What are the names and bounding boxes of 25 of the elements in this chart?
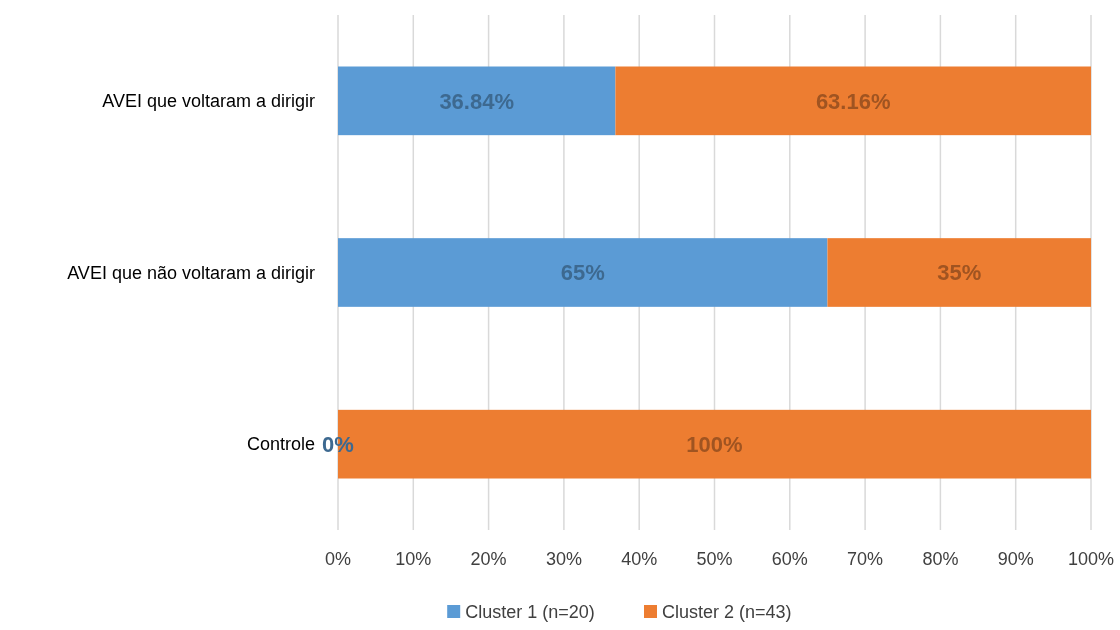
bar xyxy=(615,66,1091,136)
bar xyxy=(827,238,1091,307)
x-tick-label: 40% xyxy=(621,549,658,569)
y-tick-label: AVEI que voltaram a dirigir xyxy=(102,91,315,112)
data-label: 35% xyxy=(937,260,982,286)
data-label: 100% xyxy=(686,431,743,457)
x-tick-label: 100% xyxy=(1067,549,1115,569)
bar xyxy=(338,66,616,136)
data-label: 63.16% xyxy=(815,88,891,114)
bar xyxy=(338,238,828,307)
x-tick-label: 0% xyxy=(324,549,352,569)
legend-label: Cluster 1 (n=20) xyxy=(465,602,595,622)
data-label: 65% xyxy=(560,260,605,286)
x-tick-label: 10% xyxy=(395,549,432,569)
x-tick-label: 90% xyxy=(997,549,1034,569)
data-label: 36.84% xyxy=(439,88,515,114)
x-tick-label: 30% xyxy=(545,549,582,569)
y-tick-label: AVEI que não voltaram a dirigir xyxy=(67,262,315,283)
x-tick-label: 20% xyxy=(470,549,507,569)
x-tick-label: 60% xyxy=(771,549,808,569)
x-tick-label: 80% xyxy=(922,549,959,569)
legend-label: Cluster 2 (n=43) xyxy=(662,602,792,622)
x-tick-label: 50% xyxy=(696,549,733,569)
x-tick-label: 70% xyxy=(847,549,884,569)
y-tick-label: Controle xyxy=(246,434,315,455)
